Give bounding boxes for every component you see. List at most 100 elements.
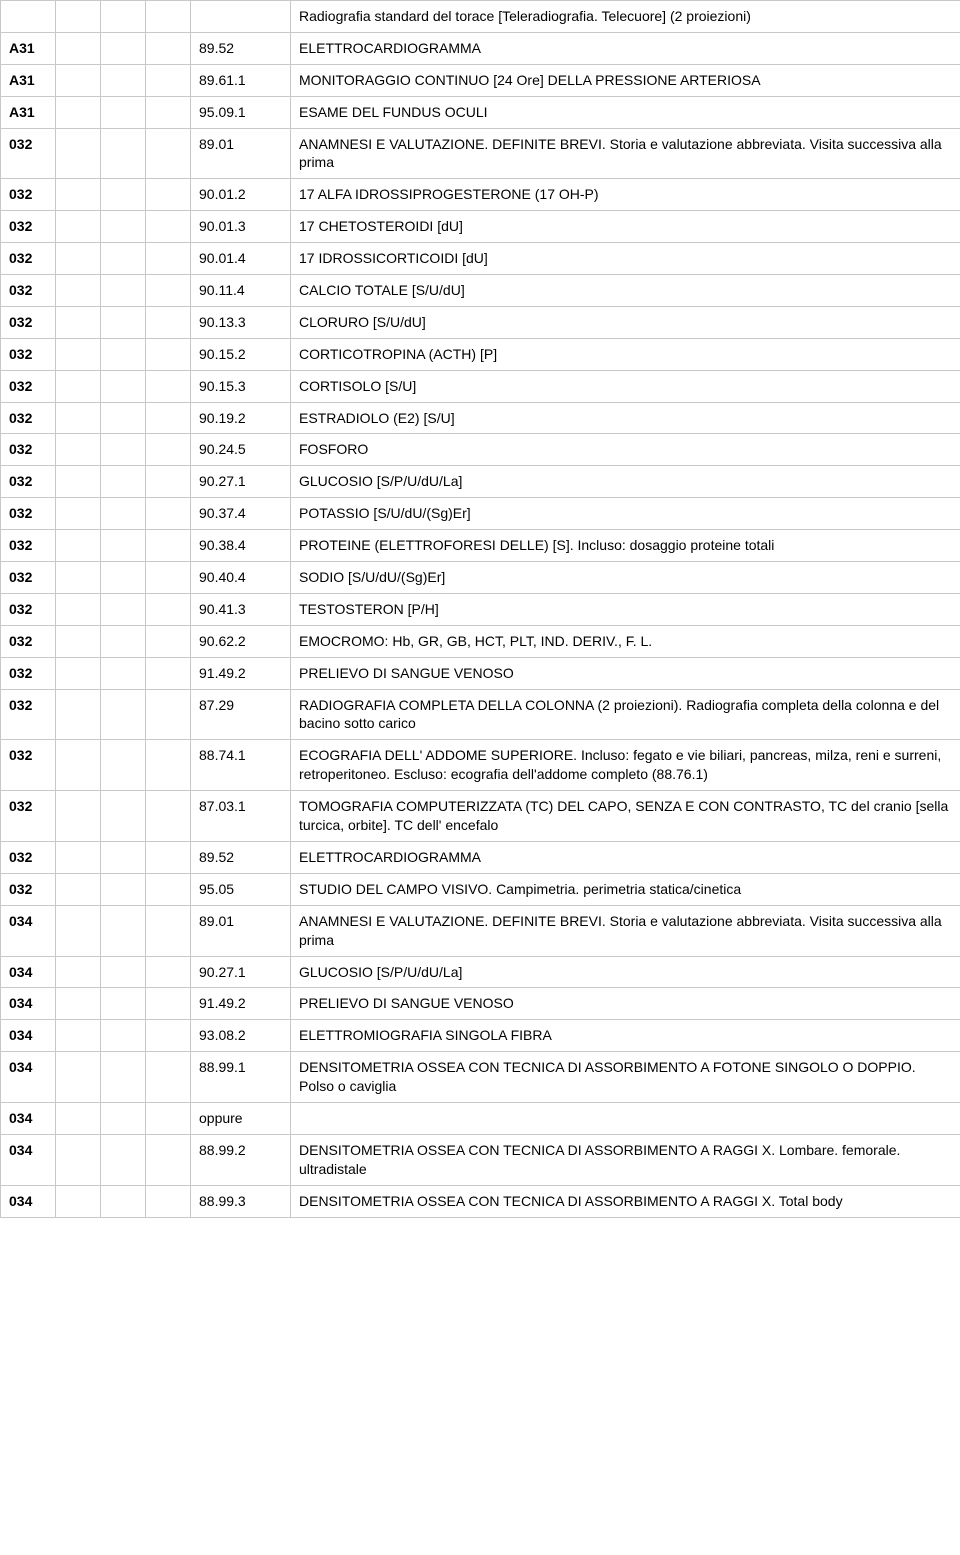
- table-cell: 17 ALFA IDROSSIPROGESTERONE (17 OH-P): [291, 179, 960, 211]
- table-cell: 17 IDROSSICORTICOIDI [dU]: [291, 243, 960, 275]
- table-cell: [101, 402, 146, 434]
- table-cell: [101, 530, 146, 562]
- table-cell: 90.27.1: [191, 466, 291, 498]
- table-cell: 90.15.2: [191, 338, 291, 370]
- table-cell: [146, 1, 191, 33]
- table-cell: 032: [1, 791, 56, 842]
- table-cell: A31: [1, 32, 56, 64]
- table-cell: GLUCOSIO [S/P/U/dU/La]: [291, 956, 960, 988]
- table-cell: 90.40.4: [191, 562, 291, 594]
- table-cell: [146, 306, 191, 338]
- table-cell: [101, 956, 146, 988]
- table-cell: 91.49.2: [191, 988, 291, 1020]
- table-cell: [101, 306, 146, 338]
- table-cell: [56, 1185, 101, 1217]
- table-cell: 90.01.4: [191, 243, 291, 275]
- table-cell: [101, 338, 146, 370]
- table-cell: A31: [1, 96, 56, 128]
- table-cell: [101, 96, 146, 128]
- table-cell: 032: [1, 498, 56, 530]
- table-cell: [56, 956, 101, 988]
- table-cell: ANAMNESI E VALUTAZIONE. DEFINITE BREVI. …: [291, 128, 960, 179]
- table-cell: 87.03.1: [191, 791, 291, 842]
- table-row: 034 93.08.2ELETTROMIOGRAFIA SINGOLA FIBRA: [1, 1020, 960, 1052]
- table-cell: 90.62.2: [191, 625, 291, 657]
- table-cell: [146, 1052, 191, 1103]
- table-cell: 032: [1, 370, 56, 402]
- table-cell: [101, 64, 146, 96]
- table-cell: [56, 1, 101, 33]
- table-cell: [146, 275, 191, 307]
- table-cell: 89.01: [191, 905, 291, 956]
- table-row: A3189.61.1MONITORAGGIO CONTINUO [24 Ore]…: [1, 64, 960, 96]
- table-cell: [56, 657, 101, 689]
- table-row: 03290.11.4CALCIO TOTALE [S/U/dU]: [1, 275, 960, 307]
- table-row: Radiografia standard del torace [Telerad…: [1, 1, 960, 33]
- table-cell: Radiografia standard del torace [Telerad…: [291, 1, 960, 33]
- table-cell: [56, 64, 101, 96]
- table-cell: [56, 841, 101, 873]
- table-cell: ELETTROCARDIOGRAMMA: [291, 841, 960, 873]
- table-cell: 90.27.1: [191, 956, 291, 988]
- table-row: 03290.37.4POTASSIO [S/U/dU/(Sg)Er]: [1, 498, 960, 530]
- table-cell: 032: [1, 841, 56, 873]
- table-cell: [101, 791, 146, 842]
- table-cell: TOMOGRAFIA COMPUTERIZZATA (TC) DEL CAPO,…: [291, 791, 960, 842]
- table-cell: 034: [1, 1134, 56, 1185]
- table-cell: 034: [1, 1020, 56, 1052]
- table-cell: PRELIEVO DI SANGUE VENOSO: [291, 657, 960, 689]
- table-row: 03290.38.4PROTEINE (ELETTROFORESI DELLE)…: [1, 530, 960, 562]
- table-cell: [56, 905, 101, 956]
- table-cell: 032: [1, 530, 56, 562]
- table-cell: [146, 657, 191, 689]
- table-cell: [56, 96, 101, 128]
- table-cell: ANAMNESI E VALUTAZIONE. DEFINITE BREVI. …: [291, 905, 960, 956]
- table-cell: 90.01.2: [191, 179, 291, 211]
- table-cell: 93.08.2: [191, 1020, 291, 1052]
- table-cell: 032: [1, 338, 56, 370]
- table-cell: RADIOGRAFIA COMPLETA DELLA COLONNA (2 pr…: [291, 689, 960, 740]
- table-cell: [146, 370, 191, 402]
- table-cell: [56, 1102, 101, 1134]
- table-cell: [56, 179, 101, 211]
- table-cell: 95.09.1: [191, 96, 291, 128]
- table-row: 03488.99.2DENSITOMETRIA OSSEA CON TECNIC…: [1, 1134, 960, 1185]
- table-cell: [56, 466, 101, 498]
- table-cell: [146, 956, 191, 988]
- table-cell: [146, 128, 191, 179]
- table-cell: [56, 275, 101, 307]
- table-cell: [56, 402, 101, 434]
- table-cell: [56, 562, 101, 594]
- table-cell: [146, 593, 191, 625]
- table-cell: [56, 625, 101, 657]
- table-row: 03290.27.1GLUCOSIO [S/P/U/dU/La]: [1, 466, 960, 498]
- table-cell: [56, 243, 101, 275]
- table-cell: 034: [1, 1052, 56, 1103]
- table-row: 03290.15.2CORTICOTROPINA (ACTH) [P]: [1, 338, 960, 370]
- table-row: 03290.41.3TESTOSTERON [P/H]: [1, 593, 960, 625]
- table-cell: 032: [1, 128, 56, 179]
- table-cell: [101, 740, 146, 791]
- table-cell: [101, 179, 146, 211]
- table-cell: 90.38.4: [191, 530, 291, 562]
- table-cell: [146, 179, 191, 211]
- table-cell: 90.15.3: [191, 370, 291, 402]
- table-cell: [56, 988, 101, 1020]
- table-cell: [191, 1, 291, 33]
- table-cell: 87.29: [191, 689, 291, 740]
- table-cell: [56, 791, 101, 842]
- table-cell: [146, 96, 191, 128]
- table-cell: [101, 905, 146, 956]
- table-cell: 032: [1, 402, 56, 434]
- table-cell: ELETTROMIOGRAFIA SINGOLA FIBRA: [291, 1020, 960, 1052]
- table-cell: 88.99.2: [191, 1134, 291, 1185]
- table-cell: 032: [1, 873, 56, 905]
- table-cell: [146, 1020, 191, 1052]
- table-cell: 032: [1, 179, 56, 211]
- table-cell: DENSITOMETRIA OSSEA CON TECNICA DI ASSOR…: [291, 1185, 960, 1217]
- table-cell: 90.13.3: [191, 306, 291, 338]
- table-cell: 032: [1, 593, 56, 625]
- table-cell: 034: [1, 905, 56, 956]
- table-row: 03488.99.3DENSITOMETRIA OSSEA CON TECNIC…: [1, 1185, 960, 1217]
- table-cell: [101, 593, 146, 625]
